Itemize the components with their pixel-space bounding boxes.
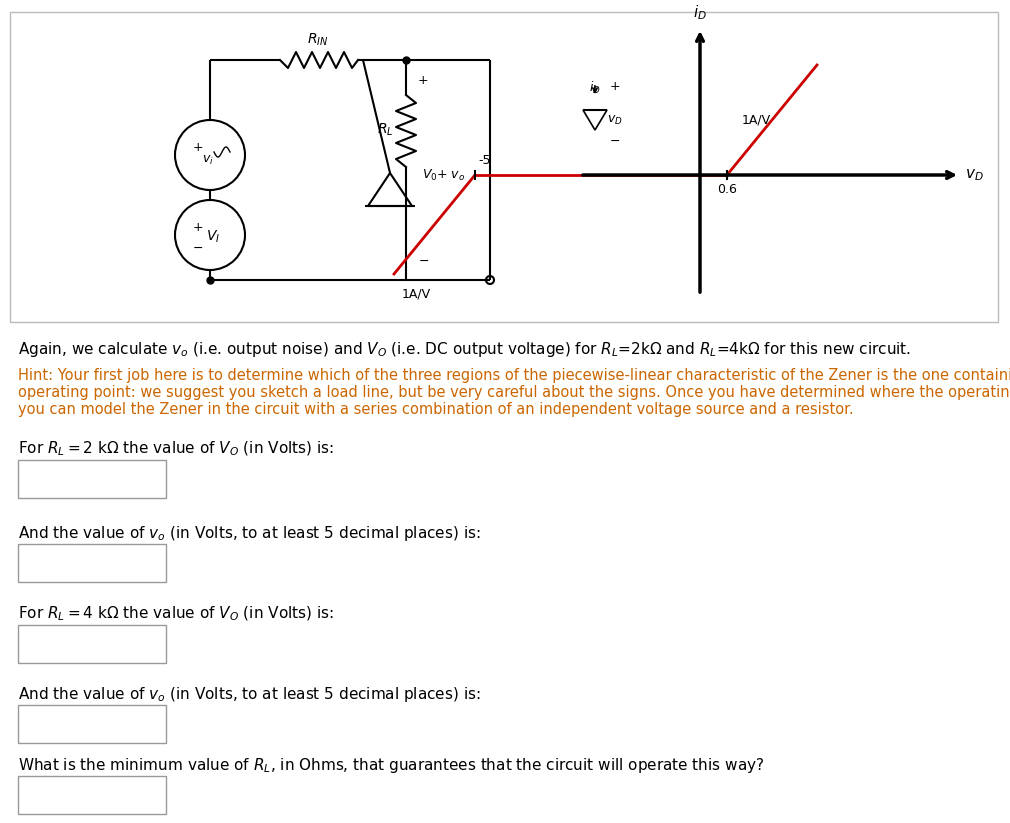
Text: $v_D$: $v_D$ <box>607 114 623 127</box>
Text: For $R_L = 4$ k$\Omega$ the value of $V_O$ (in Volts) is:: For $R_L = 4$ k$\Omega$ the value of $V_… <box>18 605 334 623</box>
Bar <box>18 625 166 663</box>
Text: $V_I$: $V_I$ <box>206 229 220 245</box>
Text: you can model the Zener in the circuit with a series combination of an independe: you can model the Zener in the circuit w… <box>18 402 853 417</box>
Text: $R_L$: $R_L$ <box>377 122 393 138</box>
Bar <box>10 12 998 322</box>
Bar <box>18 776 166 814</box>
Text: $V_0$+ $v_o$: $V_0$+ $v_o$ <box>422 167 466 183</box>
Text: $-$: $-$ <box>418 253 429 267</box>
Text: $-$: $-$ <box>609 133 620 146</box>
Bar <box>18 544 166 582</box>
Bar <box>18 460 166 498</box>
Text: +: + <box>418 73 428 86</box>
Text: Hint: Your first job here is to determine which of the three regions of the piec: Hint: Your first job here is to determin… <box>18 368 1010 383</box>
Text: $i_D$: $i_D$ <box>693 3 707 22</box>
Text: +: + <box>610 80 620 93</box>
Text: -5: -5 <box>478 154 491 167</box>
Text: 0.6: 0.6 <box>717 183 737 196</box>
Bar <box>18 705 166 743</box>
Text: $-$: $-$ <box>193 240 204 253</box>
Text: And the value of $v_o$ (in Volts, to at least 5 decimal places) is:: And the value of $v_o$ (in Volts, to at … <box>18 685 481 704</box>
Text: $v_i$: $v_i$ <box>202 153 214 166</box>
Text: $v_D$: $v_D$ <box>965 167 984 183</box>
Text: For $R_L = 2$ k$\Omega$ the value of $V_O$ (in Volts) is:: For $R_L = 2$ k$\Omega$ the value of $V_… <box>18 440 334 458</box>
Text: 1A/V: 1A/V <box>402 287 431 300</box>
Text: 1A/V: 1A/V <box>742 114 771 127</box>
Text: $i_D$: $i_D$ <box>589 80 601 96</box>
Text: operating point: we suggest you sketch a load line, but be very careful about th: operating point: we suggest you sketch a… <box>18 385 1010 400</box>
Text: +: + <box>193 141 203 154</box>
Text: Again, we calculate $v_o$ (i.e. output noise) and $V_O$ (i.e. DC output voltage): Again, we calculate $v_o$ (i.e. output n… <box>18 340 911 359</box>
Text: $R_{IN}$: $R_{IN}$ <box>307 31 329 48</box>
Text: +: + <box>193 221 203 234</box>
Text: And the value of $v_o$ (in Volts, to at least 5 decimal places) is:: And the value of $v_o$ (in Volts, to at … <box>18 524 481 543</box>
Text: What is the minimum value of $R_L$, in Ohms, that guarantees that the circuit wi: What is the minimum value of $R_L$, in O… <box>18 756 765 775</box>
